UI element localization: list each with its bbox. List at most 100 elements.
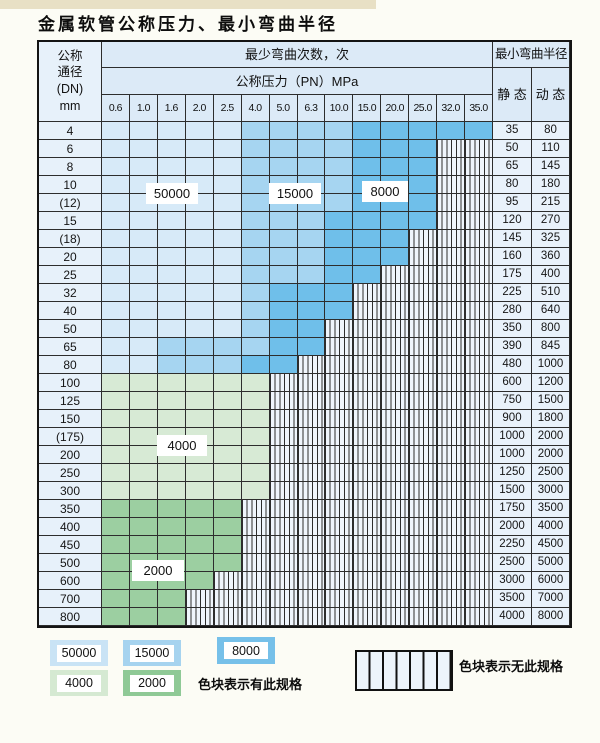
pressure-tick-cell: 4.0: [241, 95, 270, 122]
spec-cell: [297, 428, 326, 446]
dn-cell: 800: [39, 608, 102, 626]
spec-cell: [409, 230, 438, 248]
spec-cell: [185, 392, 214, 410]
spec-cell: [297, 464, 326, 482]
spec-cell: [269, 500, 298, 518]
spec-cell: [129, 446, 158, 464]
spec-cell: [325, 392, 354, 410]
spec-cell: [409, 572, 438, 590]
spec-cell: [353, 518, 382, 536]
spec-cell: [465, 608, 493, 626]
spec-cell: [185, 266, 214, 284]
static-radius-cell: 1000: [493, 446, 532, 464]
spec-cell: [409, 482, 438, 500]
spec-cell: [213, 410, 242, 428]
spec-cell: [297, 356, 326, 374]
dn-header-line: 公称: [57, 48, 83, 63]
dynamic-radius-cell: 7000: [532, 590, 570, 608]
spec-cell: [157, 338, 186, 356]
spec-cell: [297, 500, 326, 518]
spec-cell: [185, 122, 214, 140]
spec-cell: [129, 230, 158, 248]
spec-cell: [381, 590, 410, 608]
pressure-tick-cell: 5.0: [269, 95, 298, 122]
spec-cell: [157, 482, 186, 500]
spec-cell: [353, 338, 382, 356]
spec-cell: [297, 446, 326, 464]
spec-cell: [353, 374, 382, 392]
spec-cell: [437, 554, 466, 572]
spec-cell: [465, 212, 493, 230]
spec-cell: [269, 302, 298, 320]
min-radius-header: 最小弯曲半径: [493, 42, 570, 68]
pressure-tick-cell: 1.0: [129, 95, 158, 122]
spec-cell: [465, 194, 493, 212]
spec-cell: [409, 428, 438, 446]
legend-swatch-label: 50000: [57, 644, 101, 662]
spec-cell: [129, 608, 158, 626]
spec-cell: [381, 212, 410, 230]
dn-cell: 150: [39, 410, 102, 428]
spec-cell: [213, 392, 242, 410]
spec-cell: [297, 284, 326, 302]
spec-cell: [297, 266, 326, 284]
spec-cell: [353, 572, 382, 590]
spec-cell: [325, 122, 354, 140]
spec-cell: [409, 518, 438, 536]
spec-cell: [213, 590, 242, 608]
spec-cell: [297, 536, 326, 554]
dynamic-radius-cell: 1500: [532, 392, 570, 410]
dn-cell: 20: [39, 248, 102, 266]
spec-cell: [157, 608, 186, 626]
spec-cell: [437, 302, 466, 320]
spec-cell: [325, 608, 354, 626]
spec-cell: [157, 464, 186, 482]
spec-cell: [325, 158, 354, 176]
region-label-8000: 8000: [362, 181, 408, 202]
dynamic-radius-cell: 270: [532, 212, 570, 230]
dn-cell: 100: [39, 374, 102, 392]
spec-cell: [297, 374, 326, 392]
region-label-4000: 4000: [157, 435, 207, 456]
spec-cell: [409, 284, 438, 302]
dn-cell: 10: [39, 176, 102, 194]
spec-cell: [102, 374, 130, 392]
spec-cell: [325, 536, 354, 554]
legend-swatch-15000: 15000: [123, 640, 181, 666]
spec-cell: [325, 374, 354, 392]
legend-no-spec-text: 色块表示无此规格: [459, 658, 564, 674]
spec-cell: [297, 518, 326, 536]
static-radius-cell: 600: [493, 374, 532, 392]
spec-cell: [129, 158, 158, 176]
spec-cell: [129, 392, 158, 410]
spec-cell: [437, 356, 466, 374]
pressure-tick-cell: 2.5: [213, 95, 242, 122]
spec-cell: [269, 158, 298, 176]
spec-cell: [241, 212, 270, 230]
spec-cell: [269, 122, 298, 140]
spec-cell: [465, 302, 493, 320]
spec-cell: [102, 608, 130, 626]
dn-cell: 250: [39, 464, 102, 482]
spec-cell: [269, 356, 298, 374]
spec-cell: [381, 518, 410, 536]
spec-cell: [213, 194, 242, 212]
spec-cell: [157, 302, 186, 320]
pressure-tick-cell: 0.6: [102, 95, 130, 122]
spec-cell: [102, 230, 130, 248]
spec-cell: [213, 446, 242, 464]
spec-cell: [269, 464, 298, 482]
spec-cell: [297, 608, 326, 626]
spec-cell: [185, 554, 214, 572]
spec-cell: [213, 230, 242, 248]
spec-cell: [102, 248, 130, 266]
static-header: 静 态: [493, 68, 532, 122]
spec-cell: [129, 518, 158, 536]
spec-cell: [241, 140, 270, 158]
dynamic-radius-cell: 8000: [532, 608, 570, 626]
dn-cell: 700: [39, 590, 102, 608]
spec-cell: [437, 284, 466, 302]
spec-cell: [129, 428, 158, 446]
region-label-2000: 2000: [132, 560, 184, 581]
spec-cell: [437, 248, 466, 266]
